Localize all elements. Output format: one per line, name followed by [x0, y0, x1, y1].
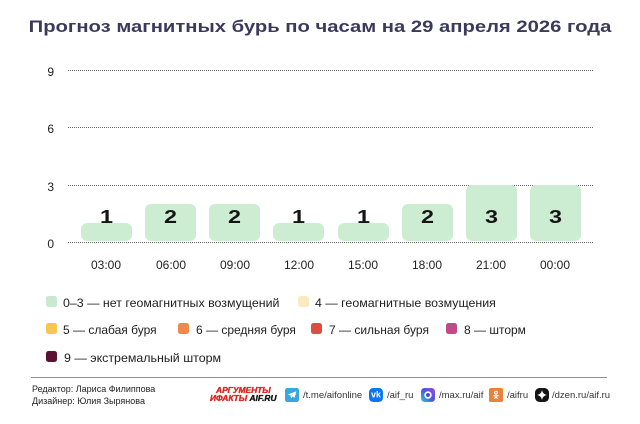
svg-text:vk: vk [371, 390, 381, 400]
